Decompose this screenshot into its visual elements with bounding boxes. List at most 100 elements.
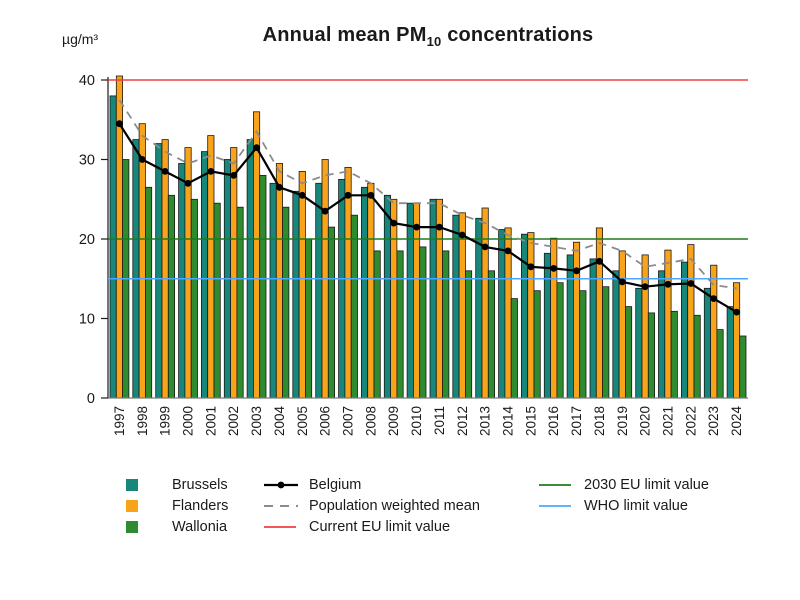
bar-wallonia-2017 [579,290,587,399]
legend-item-wallonia: Wallonia [126,516,228,537]
x-tick-label-2013: 2013 [478,406,493,436]
line-point-2016 [550,265,558,272]
bar-flanders-2013 [481,207,489,399]
bar-brussels-2010 [406,202,414,399]
x-tick-label-2008: 2008 [363,406,378,436]
bar-wallonia-2000 [190,198,198,399]
bar-flanders-2009 [390,198,398,399]
y-tick-label: 10 [79,312,95,328]
x-tick-label-2012: 2012 [455,406,470,436]
line-point-2019 [618,278,626,286]
legend-symbol-line [264,525,296,528]
x-tick-label-2014: 2014 [501,406,516,437]
y-axis: 0 10 20 30 40 [79,73,109,407]
legend-swatch-wallonia [126,520,138,533]
x-axis-labels: 1997 1998 1999 2000 2001 2002 2003 2004 2005 2006… [112,406,744,437]
bar-wallonia-2004 [282,206,290,399]
bar-flanders-1998 [138,123,146,399]
bar-flanders-2017 [573,241,581,399]
x-tick-label-1997: 1997 [112,406,127,436]
line-point-2002 [230,172,238,179]
bar-wallonia-2022 [693,314,701,399]
x-tick-label-1999: 1999 [158,406,173,436]
legend-symbol-line [539,504,571,507]
legend-item-flanders: Flanders [126,495,228,516]
bar-brussels-2008 [360,186,369,399]
bar-brussels-2014 [498,229,506,399]
bar-brussels-2019 [612,270,620,399]
bar-brussels-2003 [246,139,254,399]
bar-brussels-2009 [383,194,391,399]
line-point-2022 [687,280,695,287]
bar-brussels-2004 [269,182,277,399]
bar-flanders-2016 [550,237,558,399]
line-point-2006 [321,207,329,215]
bar-flanders-2020 [641,254,649,399]
bar-wallonia-2003 [259,174,267,399]
bar-flanders-2019 [618,250,626,399]
legend-label-current-eu-limit-value: Current EU limit value [309,518,451,535]
bar-brussels-2012 [452,214,460,399]
legend-item-current-eu-limit-value: Current EU limit value [263,516,480,537]
bar-wallonia-2015 [533,290,541,399]
bar-brussels-2015 [521,233,529,399]
bar-brussels-2024 [726,306,734,399]
bar-wallonia-2002 [236,206,244,399]
bar-flanders-2015 [527,232,535,399]
x-tick-label-2005: 2005 [295,406,310,436]
line-point-2014 [504,247,512,255]
bar-wallonia-2012 [464,270,473,399]
x-tick-label-2004: 2004 [272,406,287,437]
line-point-2012 [458,231,466,239]
bar-brussels-2005 [292,190,300,399]
x-tick-label-2000: 2000 [181,406,196,436]
bar-wallonia-1999 [167,194,176,399]
bar-flanders-2021 [664,249,672,399]
chart-title-suffix: concentrations [441,24,594,46]
bar-brussels-2016 [543,252,551,399]
legend-swatch-flanders [126,499,138,512]
line-point-1998 [138,156,146,163]
line-point-2007 [344,191,352,199]
chart-title-prefix: Annual mean PM [262,24,427,46]
bar-flanders-2002 [230,147,238,399]
bar-wallonia-2019 [625,306,633,399]
bar-wallonia-2005 [304,238,313,399]
bar-flanders-2023 [710,264,718,399]
x-tick-label-2024: 2024 [729,406,744,437]
legend-column-1: Brussels Flanders Wallonia [126,474,228,537]
chart-title-subscript: 10 [426,34,442,49]
x-tick-label-2018: 2018 [592,406,607,436]
legend-item-population-weighted-mean: Population weighted mean [263,495,480,516]
line-point-2010 [413,223,420,231]
line-point-2017 [573,267,580,275]
x-tick-label-2007: 2007 [341,406,356,436]
x-tick-label-2016: 2016 [546,406,561,436]
line-point-2018 [596,257,603,265]
line-point-2005 [298,191,306,199]
x-tick-label-2011: 2011 [432,406,447,435]
x-tick-label-2015: 2015 [523,406,538,436]
line-point-2020 [641,283,649,291]
legend-label-wallonia: Wallonia [172,518,228,535]
line-point-2004 [276,183,283,191]
bar-wallonia-2009 [396,250,404,399]
legend-column-3: 2030 EU limit value WHO limit value [538,474,709,516]
plot-area: 0 10 20 30 40 1997 1998 1999 2000 2001 2002 2003 200… [79,73,748,437]
line-point-2003 [253,144,260,152]
bar-wallonia-2008 [373,250,381,399]
legend-label-who-limit-value: WHO limit value [584,497,688,514]
bar-wallonia-1998 [144,186,153,399]
bar-flanders-2003 [252,111,261,399]
bar-wallonia-2006 [327,226,335,399]
x-tick-label-2010: 2010 [409,406,424,436]
bar-wallonia-2021 [670,310,678,399]
line-point-2011 [436,223,443,231]
legend-item-belgium: Belgium [263,474,480,495]
legend-label-belgium: Belgium [309,476,362,493]
bar-wallonia-2007 [350,214,358,399]
bar-flanders-2007 [344,166,352,399]
x-tick-label-1998: 1998 [135,406,150,436]
bar-brussels-2018 [589,258,597,399]
line-point-2008 [367,191,375,199]
